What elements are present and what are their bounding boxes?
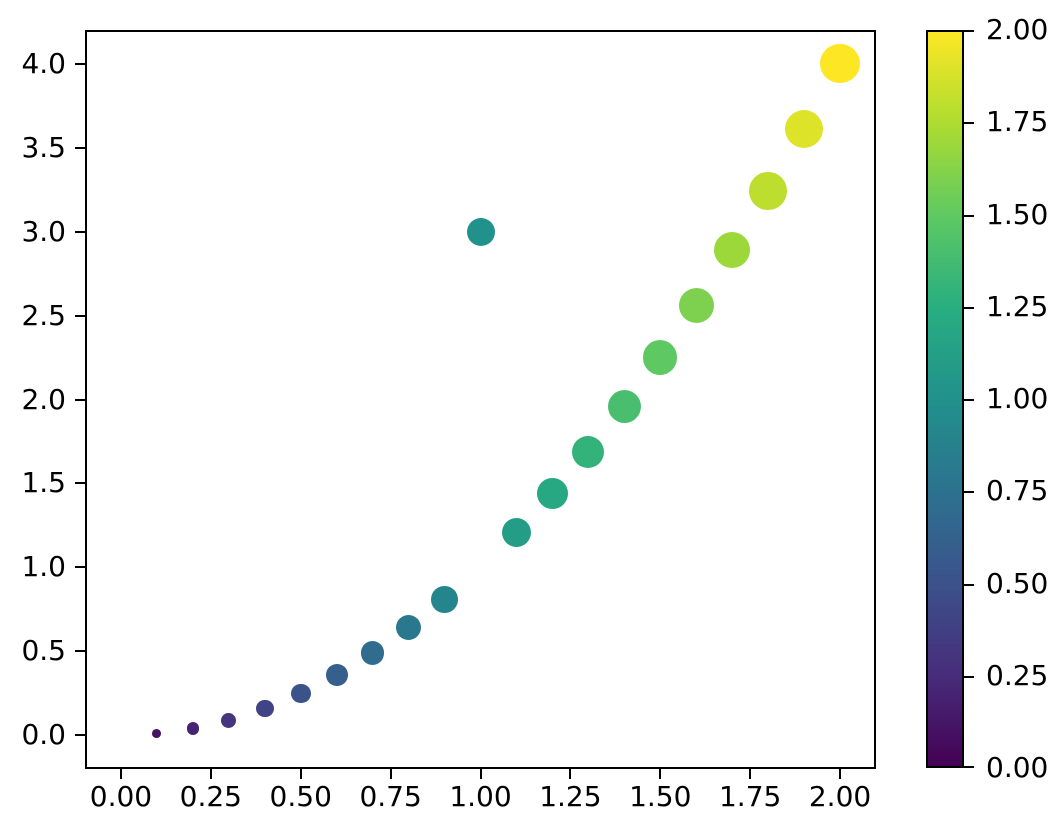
y-axis-tick [75,398,85,401]
colorbar-tick-label: 0.50 [986,566,1049,600]
y-axis-tick [75,734,85,737]
y-axis-tick-label: 1.0 [21,550,66,584]
colorbar-tick [964,583,974,586]
y-axis-tick [75,230,85,233]
colorbar-tick-label: 1.50 [986,197,1049,231]
colorbar-tick [964,306,974,309]
colorbar-tick-label: 0.25 [986,658,1049,692]
y-axis-tick-label: 0.5 [21,634,66,668]
colorbar-tick [964,766,974,768]
x-axis-tick [749,769,752,779]
x-axis-tick-label: 0.75 [359,780,422,813]
colorbar-tick [964,30,974,32]
colorbar-tick [964,491,974,494]
x-axis-tick [479,769,482,779]
x-axis-tick-label: 2.00 [808,780,872,813]
colorbar-tick [964,399,974,401]
colorbar-tick [964,214,974,217]
x-axis-tick-label: 1.25 [539,780,602,813]
y-axis-tick-label: 2.5 [21,298,66,332]
scatter-point-15 [678,287,714,324]
scatter-point-9 [466,217,495,246]
scatter-point-14 [643,340,678,375]
scatter-point-11 [537,478,568,509]
y-axis-tick-label: 3.0 [21,214,66,248]
scatter-point-16 [713,231,751,269]
x-axis-tick [839,769,842,779]
colorbar-tick-label: 1.25 [986,289,1049,323]
plot-axes [85,30,876,769]
y-axis-tick-label: 1.5 [21,466,66,500]
y-axis-tick [75,482,85,485]
scatter-point-6 [360,641,385,665]
scatter-point-18 [784,109,824,149]
x-axis-tick-label: 0.25 [179,780,242,813]
y-axis-tick [75,566,85,569]
colorbar-tick-label: 0.75 [986,474,1049,508]
scatter-point-5 [325,664,348,686]
x-axis-tick-label: 0.50 [269,780,332,813]
colorbar-tick-label: 0.00 [986,751,1049,784]
y-axis-tick-label: 3.5 [21,130,66,164]
scatter-point-12 [572,435,605,468]
y-axis-tick-label: 2.0 [21,382,66,416]
scatter-point-17 [749,172,787,211]
x-axis-tick-label: 1.75 [718,780,782,813]
scatter-point-1 [186,722,200,735]
x-axis-tick [119,769,122,779]
y-axis-tick [75,314,85,317]
scatter-point-3 [255,699,274,718]
x-axis-tick-label: 1.00 [449,780,512,813]
y-axis-tick [75,62,85,65]
colorbar-tick-label: 2.00 [986,13,1049,46]
colorbar-tick [964,675,974,678]
colorbar [926,30,964,768]
scatter-point-7 [396,615,422,641]
scatter-point-2 [221,712,237,728]
x-axis-tick [569,769,572,779]
y-axis-tick [75,146,85,149]
x-axis-tick-label: 1.50 [629,780,692,813]
colorbar-tick [964,122,974,125]
x-axis-tick-label: 0.00 [89,780,153,813]
x-axis-tick [659,769,662,779]
x-axis-tick [209,769,212,779]
scatter-point-8 [431,586,458,613]
scatter-point-19 [820,43,860,84]
scatter-point-10 [501,517,532,547]
y-axis-tick [75,650,85,653]
colorbar-tick-label: 1.00 [986,382,1049,415]
x-axis-tick [299,769,302,779]
scatter-point-0 [152,729,162,739]
y-axis-tick-label: 4.0 [21,46,66,80]
scatter-point-13 [607,389,641,423]
x-axis-tick [389,769,392,779]
colorbar-tick-label: 1.75 [986,105,1049,139]
scatter-point-4 [290,683,311,704]
y-axis-tick-label: 0.0 [21,718,66,752]
